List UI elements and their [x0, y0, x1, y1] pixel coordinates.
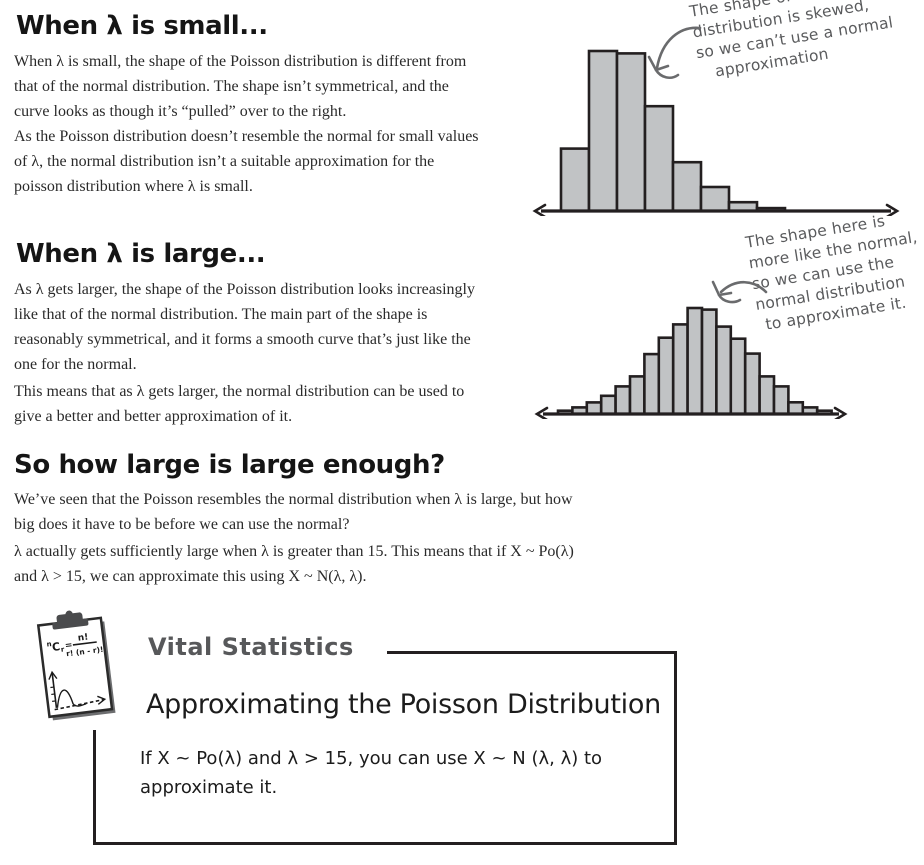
text-line: When λ is small, the shape of the Poisso…	[14, 53, 467, 70]
heading-lambda-small: When λ is small...	[16, 11, 268, 41]
text-line: As λ gets larger, the shape of the Poiss…	[14, 281, 475, 298]
vital-statistics-label: Vital Statistics	[148, 633, 354, 661]
svg-text:=: =	[64, 641, 73, 652]
text-line: that of the normal distribution. The sha…	[14, 78, 449, 95]
vital-box-border-bottom	[93, 842, 677, 845]
vital-box-body: If X ~ Po(λ) and λ > 15, you can use X ~…	[140, 744, 602, 802]
svg-text:n!: n!	[77, 633, 89, 644]
annotation-normal-like: The shape here is more like the normal, …	[744, 206, 924, 336]
text-line: curve looks as though it’s “pulled” over…	[14, 103, 347, 120]
text-line: give a better and better approximation o…	[14, 408, 293, 425]
clipboard-icon: n C r = n! r! (n - r)!	[36, 610, 116, 721]
heading-lambda-large: When λ is large...	[16, 239, 266, 269]
svg-text:n: n	[46, 640, 52, 649]
vital-box-border-left	[93, 730, 96, 845]
fraction-bar	[72, 641, 97, 646]
svg-text:r: r	[60, 645, 65, 653]
vital-box-border-right	[674, 651, 677, 845]
text-line: big does it have to be before we can use…	[14, 516, 350, 533]
annotation-arrow-icon	[647, 26, 702, 80]
text-line: As the Poisson distribution doesn’t rese…	[14, 128, 479, 145]
paragraph: As the Poisson distribution doesn’t rese…	[14, 124, 479, 199]
vital-box-heading: Approximating the Poisson Distribution	[146, 689, 661, 720]
text-line: approximate it.	[140, 777, 278, 798]
histogram-small-lambda	[530, 18, 902, 216]
paragraph: We’ve seen that the Poisson resembles th…	[14, 487, 573, 537]
text-line: one for the normal.	[14, 356, 137, 373]
clipboard-clip-knob	[65, 610, 73, 618]
text-line: of λ, the normal distribution isn’t a su…	[14, 153, 435, 170]
paragraph: When λ is small, the shape of the Poisso…	[14, 49, 466, 124]
clipboard-clip-top	[56, 612, 83, 625]
text-line: like that of the normal distribution. Th…	[14, 306, 428, 323]
text-line: If X ~ Po(λ) and λ > 15, you can use X ~…	[140, 748, 603, 769]
paragraph: This means that as λ gets larger, the no…	[14, 379, 464, 429]
heading-how-large: So how large is large enough?	[14, 450, 445, 480]
paragraph: As λ gets larger, the shape of the Poiss…	[14, 277, 475, 377]
vital-box-border-top	[387, 651, 677, 654]
text-line: This means that as λ gets larger, the no…	[14, 383, 465, 400]
histogram-large-lambda	[532, 293, 850, 419]
paragraph: λ actually gets sufficiently large when …	[14, 539, 574, 589]
annotation-arrow-icon	[711, 280, 768, 304]
clipboard-sketch	[48, 670, 107, 711]
text-line: reasonably symmetrical, and it forms a s…	[14, 331, 471, 348]
text-line: We’ve seen that the Poisson resembles th…	[14, 491, 573, 508]
text-line: and λ > 15, we can approximate this usin…	[14, 568, 367, 585]
svg-text:C: C	[51, 640, 61, 654]
text-line: poisson distribution where λ is small.	[14, 178, 253, 195]
text-line: λ actually gets sufficiently large when …	[14, 543, 574, 560]
